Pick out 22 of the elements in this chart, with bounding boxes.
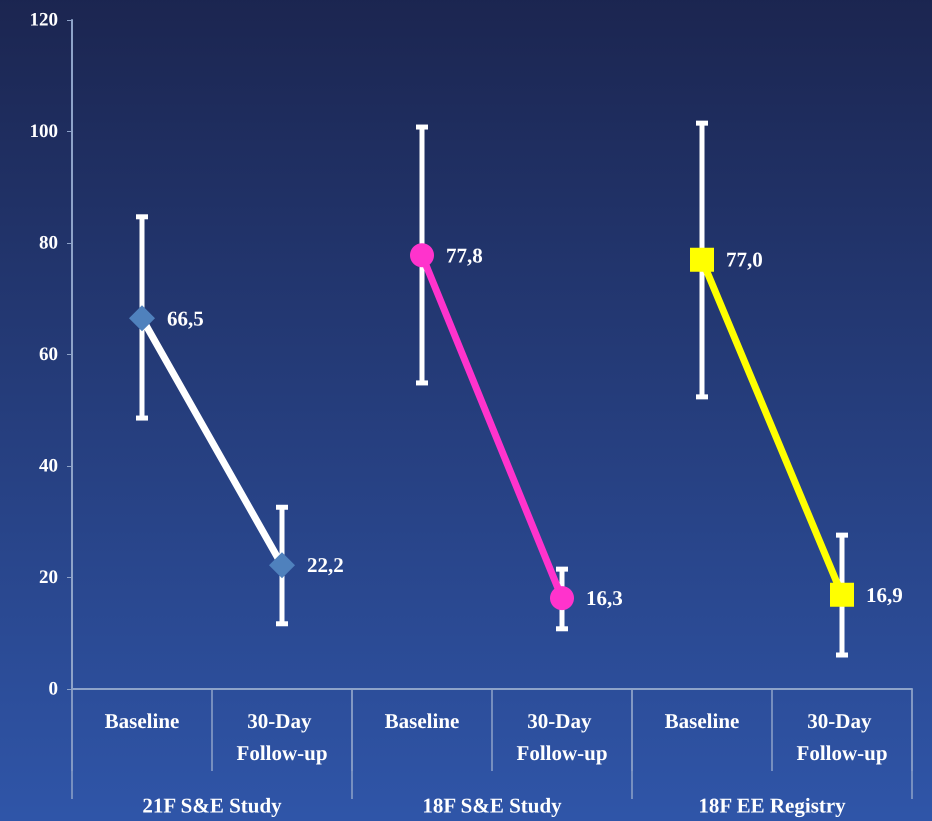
text: 21F S&E Study xyxy=(142,794,282,818)
y-tick-label: 60 xyxy=(39,344,58,365)
y-tick-label: 80 xyxy=(39,232,58,254)
data-label: 22,2 xyxy=(307,553,344,578)
y-tick-label: 20 xyxy=(39,567,58,588)
data-label: 66,5 xyxy=(167,306,204,330)
x-tick-label: Baseline xyxy=(384,709,460,733)
y-tick-label: 100 xyxy=(30,121,58,142)
text: 18F EE Registry xyxy=(698,794,846,818)
data-label: 16,9 xyxy=(866,582,903,607)
x-tick-label: 30-Day Follow-up xyxy=(236,709,328,765)
data-label: 77,8 xyxy=(446,243,483,268)
y-tick-label: 40 xyxy=(39,456,58,476)
y-tick-label: 120 xyxy=(30,10,58,30)
x-tick-label: Baseline xyxy=(664,709,740,733)
x-tick-label: 30-Day Follow-up xyxy=(796,709,888,765)
data-label: 16,3 xyxy=(586,586,623,610)
x-tick-label: Baseline xyxy=(104,709,180,733)
data-label: 77,0 xyxy=(726,248,763,272)
y-tick-label: 0 xyxy=(48,678,58,700)
x-tick-label: 30-Day Follow-up xyxy=(516,709,608,765)
text: 18F S&E Study xyxy=(422,794,562,818)
